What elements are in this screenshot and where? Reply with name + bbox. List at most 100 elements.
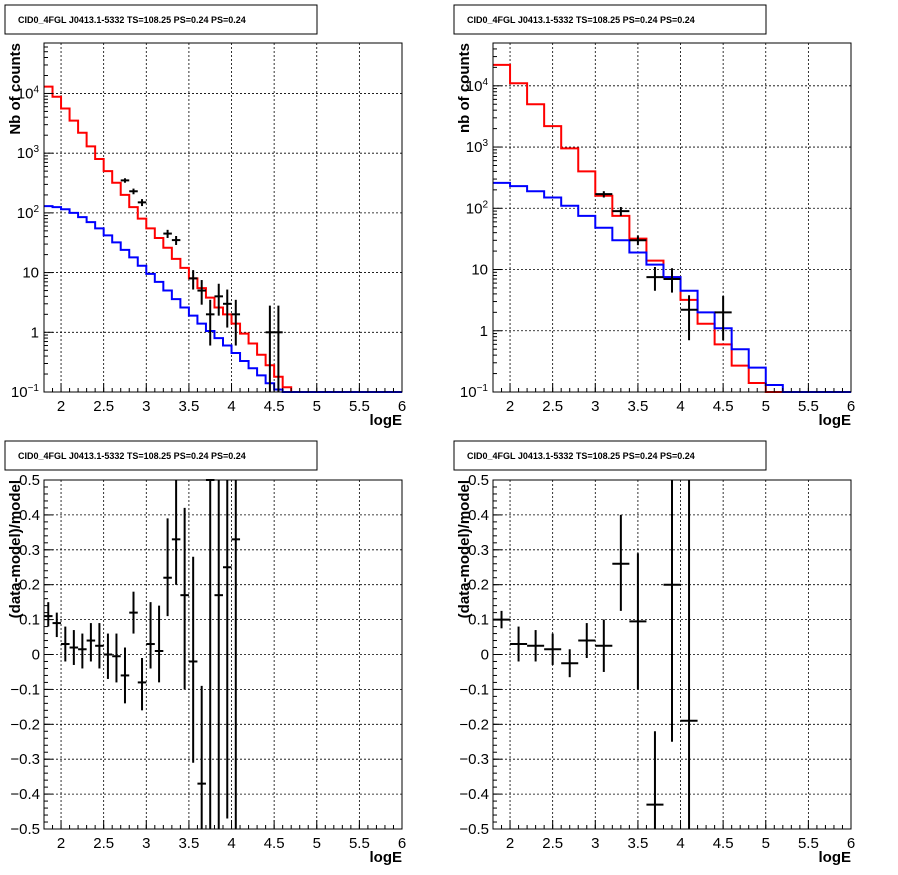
data-point xyxy=(214,283,223,316)
y-tick-label: 10−1 xyxy=(460,383,489,401)
data-point xyxy=(223,480,232,819)
data-point xyxy=(69,630,79,665)
y-tick-label: −0.3 xyxy=(10,751,40,768)
x-tick-label: 4 xyxy=(676,835,684,852)
data-point xyxy=(265,305,275,392)
data-point xyxy=(163,518,172,617)
data-point xyxy=(629,553,647,690)
y-axis-label: nb of counts xyxy=(456,43,473,133)
y-tick-label: 0.2 xyxy=(468,577,489,594)
data-point xyxy=(680,295,698,341)
panel-counts-right: CID0_4FGL J0413.1-5332 TS=108.25 PS=0.24… xyxy=(453,4,855,429)
y-tick-label: −0.1 xyxy=(10,681,40,698)
grid xyxy=(44,480,402,829)
chart-title: CID0_4FGL J0413.1-5332 TS=108.25 PS=0.24… xyxy=(467,451,695,461)
data-point xyxy=(129,591,138,634)
y-tick-label: 0.5 xyxy=(19,472,40,489)
y-tick-label: 0.2 xyxy=(19,577,40,594)
y-tick-label: 104 xyxy=(17,84,40,102)
data-point xyxy=(663,480,681,742)
data-point xyxy=(680,480,698,829)
data-point xyxy=(188,556,198,763)
data-point xyxy=(137,199,147,207)
x-tick-label: 6 xyxy=(847,398,855,415)
data-point xyxy=(205,299,215,346)
data-point xyxy=(163,229,172,238)
panel-counts-left: CID0_4FGL J0413.1-5332 TS=108.25 PS=0.24… xyxy=(4,4,406,429)
x-tick-label: 2.5 xyxy=(542,398,563,415)
x-tick-label: 3.5 xyxy=(178,398,199,415)
x-axis-label: logE xyxy=(370,849,403,866)
x-tick-label: 2 xyxy=(57,398,65,415)
title-box xyxy=(4,4,318,35)
x-tick-label: 4 xyxy=(227,398,235,415)
x-tick-label: 5 xyxy=(762,398,770,415)
y-tick-label: 0 xyxy=(32,647,40,664)
x-tick-label: 3.5 xyxy=(627,398,648,415)
data-point xyxy=(578,623,596,658)
data-point xyxy=(612,514,630,611)
y-tick-label: 0.5 xyxy=(468,472,489,489)
x-tick-label: 5.5 xyxy=(798,835,819,852)
y-tick-label: 0.3 xyxy=(19,542,40,559)
x-tick-label: 6 xyxy=(398,835,406,852)
y-tick-label: 103 xyxy=(466,138,489,156)
panel-residuals-left: CID0_4FGL J0413.1-5332 TS=108.25 PS=0.24… xyxy=(4,440,406,866)
x-tick-label: 6 xyxy=(398,398,406,415)
y-tick-label: −0.5 xyxy=(459,821,489,838)
plot-area xyxy=(44,479,241,829)
data-point xyxy=(595,619,613,672)
y-tick-label: −0.3 xyxy=(459,751,489,768)
y-tick-label: −0.4 xyxy=(459,786,489,803)
y-tick-label: 0.1 xyxy=(468,612,489,629)
x-axis-label: logE xyxy=(819,412,852,429)
x-tick-label: 2.5 xyxy=(542,835,563,852)
data-point xyxy=(231,480,241,829)
data-point xyxy=(180,507,189,690)
x-tick-label: 2 xyxy=(506,835,514,852)
x-tick-label: 4.5 xyxy=(713,835,734,852)
data-point xyxy=(188,270,198,290)
x-axis-label: logE xyxy=(370,412,403,429)
x-tick-label: 4.5 xyxy=(713,398,734,415)
axes: 2 2.5 3 3.5 4 4.5 5 5.5 6 10−1 1 10 102 103 104 xyxy=(460,42,855,415)
axes: 2 2.5 3 3.5 4 4.5 5 5.5 6 −0.5 −0.4 −0.3 −0.2 −0.1 0 0.… xyxy=(10,472,406,852)
data-point xyxy=(120,178,130,183)
data-point xyxy=(120,647,130,704)
x-tick-label: 3 xyxy=(591,835,599,852)
x-tick-label: 5 xyxy=(762,835,770,852)
x-tick-label: 3 xyxy=(591,398,599,415)
data-point xyxy=(171,235,181,245)
plot-area xyxy=(44,85,402,393)
data-point xyxy=(595,191,613,198)
y-tick-label: 10 xyxy=(22,265,39,282)
x-tick-label: 6 xyxy=(847,835,855,852)
y-tick-label: 10 xyxy=(471,262,488,279)
data-point xyxy=(714,295,732,341)
data-point xyxy=(527,630,545,662)
data-point xyxy=(129,188,138,195)
x-tick-label: 2 xyxy=(506,398,514,415)
y-tick-label: −0.1 xyxy=(459,681,489,698)
y-tick-label: 10−1 xyxy=(11,383,40,401)
y-tick-label: −0.5 xyxy=(10,821,40,838)
data-point xyxy=(197,280,206,305)
y-tick-label: 103 xyxy=(17,144,40,162)
y-tick-label: 1 xyxy=(480,323,488,340)
y-tick-label: 102 xyxy=(466,199,489,217)
title-box xyxy=(453,4,767,35)
axes: 2 2.5 3 3.5 4 4.5 5 5.5 6 −0.5 −0.4 −0.3 −0.2 −0.1 0 0.… xyxy=(459,472,855,852)
data-point xyxy=(44,602,53,627)
x-tick-label: 4.5 xyxy=(264,835,285,852)
data-point xyxy=(274,305,283,392)
plot-area xyxy=(493,480,698,829)
y-axis-label: (data-model)/model xyxy=(456,480,473,618)
y-tick-label: 0.4 xyxy=(468,507,489,524)
data-point xyxy=(544,633,562,665)
plot-frame xyxy=(492,42,852,393)
data-point xyxy=(78,633,87,669)
chart-title: CID0_4FGL J0413.1-5332 TS=108.25 PS=0.24… xyxy=(18,451,246,461)
chart-title: CID0_4FGL J0413.1-5332 TS=108.25 PS=0.24… xyxy=(18,15,246,25)
data-point xyxy=(137,657,147,711)
